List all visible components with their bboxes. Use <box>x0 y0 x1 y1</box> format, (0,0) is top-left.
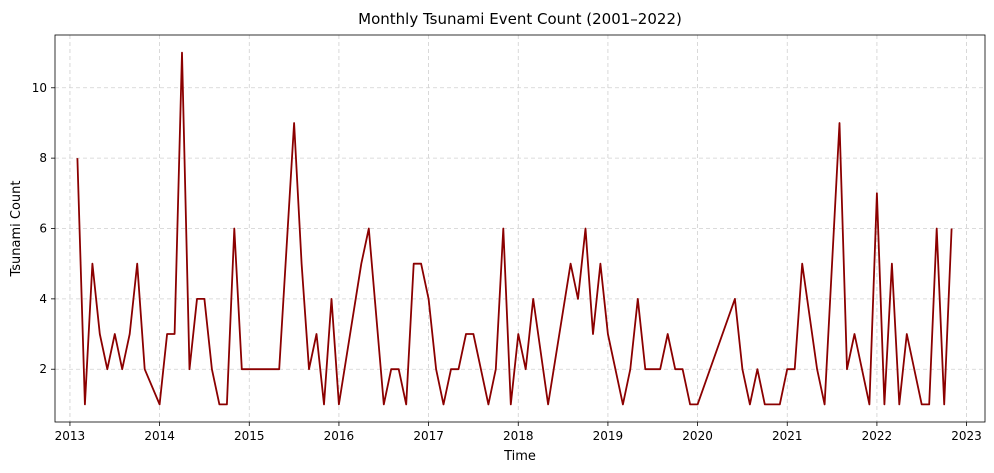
series-line <box>76 51 953 406</box>
chart-title: Monthly Tsunami Event Count (2001–2022) <box>358 10 682 28</box>
y-tick-label: 8 <box>39 151 47 165</box>
x-tick-label: 2022 <box>862 429 893 443</box>
x-tick-label: 2019 <box>593 429 624 443</box>
x-tick-label: 2016 <box>324 429 355 443</box>
x-tick-label: 2018 <box>503 429 534 443</box>
x-tick-label: 2017 <box>413 429 444 443</box>
x-tick-label: 2013 <box>55 429 86 443</box>
ticks: 2013 2014 2015 2016 2017 2018 2019 2020 2021 2022… <box>32 81 982 443</box>
grid <box>55 35 985 422</box>
x-axis-label: Time <box>503 449 536 464</box>
x-tick-label: 2014 <box>144 429 175 443</box>
y-axis-label: Tsunami Count <box>9 180 24 277</box>
x-tick-label: 2020 <box>682 429 713 443</box>
x-tick-label: 2023 <box>951 429 982 443</box>
y-tick-label: 6 <box>39 222 47 236</box>
x-tick-label: 2015 <box>234 429 265 443</box>
x-tick-label: 2021 <box>772 429 803 443</box>
y-tick-label: 10 <box>32 81 47 95</box>
y-tick-label: 4 <box>39 292 47 306</box>
y-tick-label: 2 <box>39 362 47 376</box>
